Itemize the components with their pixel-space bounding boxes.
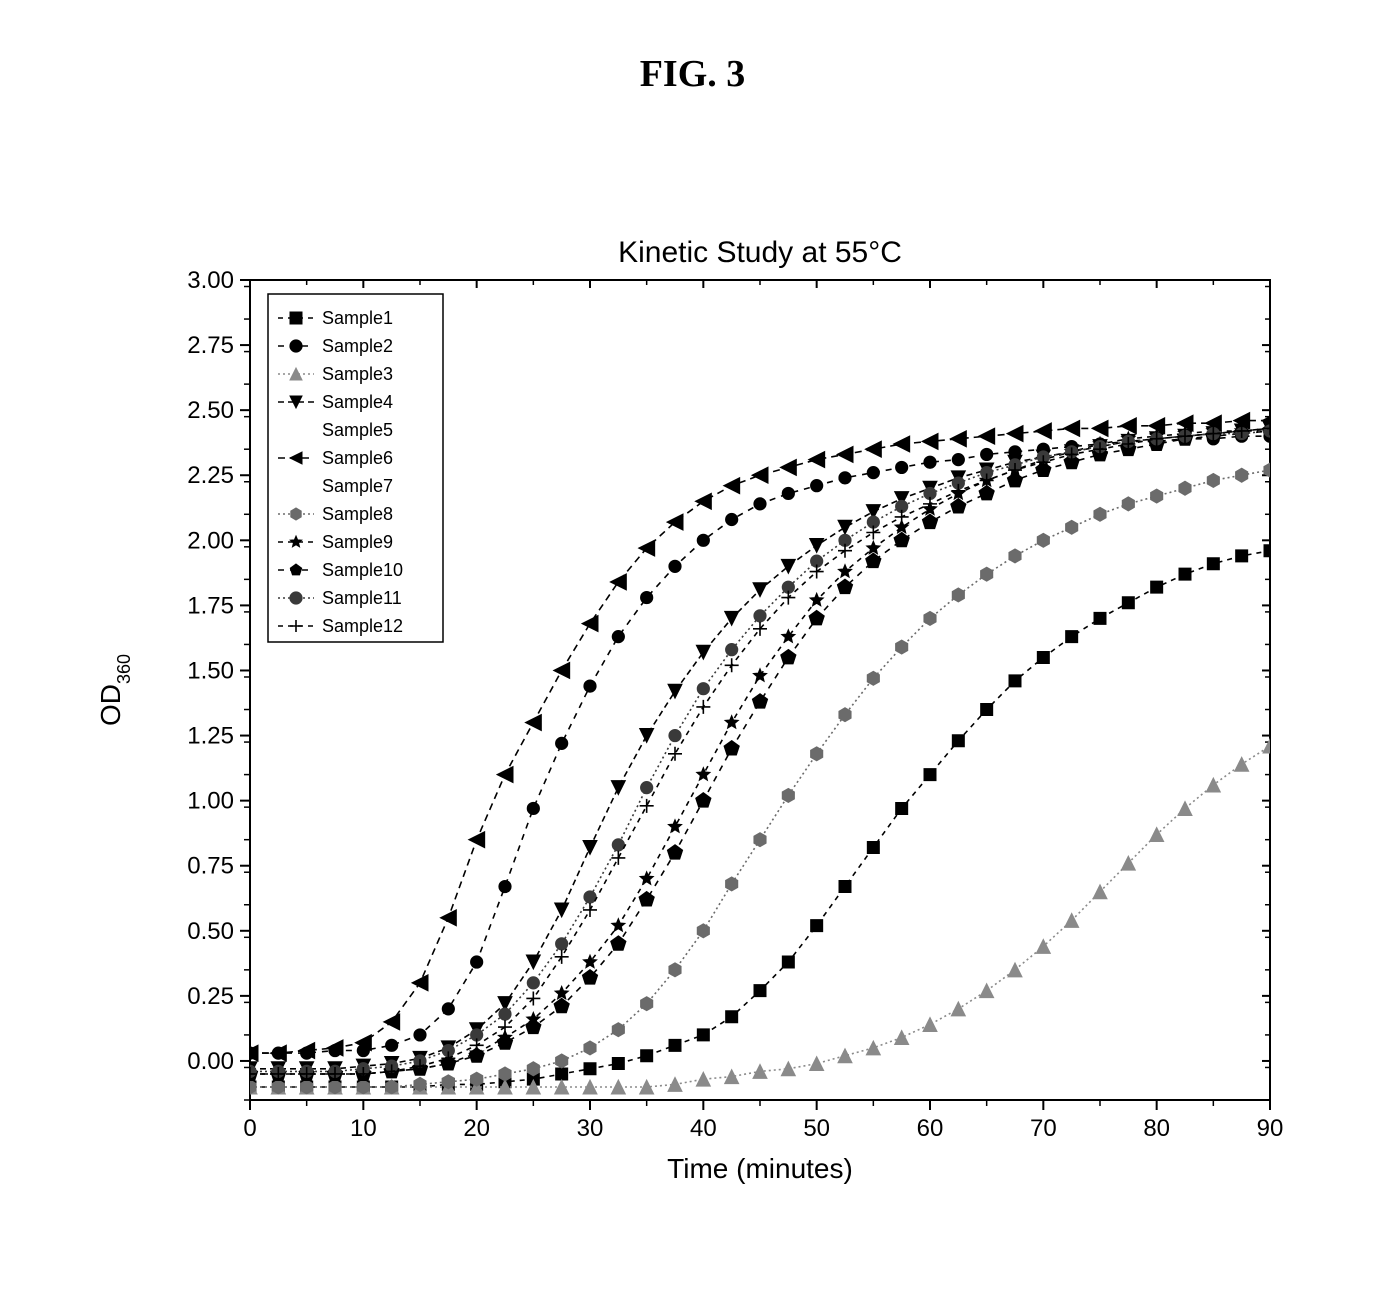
svg-text:3.00: 3.00: [187, 267, 234, 294]
svg-text:40: 40: [690, 1115, 717, 1142]
svg-text:80: 80: [1143, 1115, 1170, 1142]
svg-text:Time (minutes): Time (minutes): [667, 1153, 853, 1184]
svg-text:0: 0: [243, 1115, 256, 1142]
svg-text:Sample2: Sample2: [322, 336, 393, 356]
svg-text:10: 10: [350, 1115, 377, 1142]
svg-text:30: 30: [577, 1115, 604, 1142]
svg-text:70: 70: [1030, 1115, 1057, 1142]
svg-text:Sample8: Sample8: [322, 504, 393, 524]
svg-text:0.25: 0.25: [187, 983, 234, 1010]
svg-text:Sample12: Sample12: [322, 616, 403, 636]
svg-text:Sample9: Sample9: [322, 532, 393, 552]
svg-text:Sample1: Sample1: [322, 308, 393, 328]
svg-text:1.00: 1.00: [187, 788, 234, 815]
svg-text:Sample6: Sample6: [322, 448, 393, 468]
svg-text:1.50: 1.50: [187, 657, 234, 684]
svg-text:Sample4: Sample4: [322, 392, 393, 412]
svg-text:2.50: 2.50: [187, 397, 234, 424]
svg-text:1.25: 1.25: [187, 723, 234, 750]
svg-text:2.25: 2.25: [187, 462, 234, 489]
chart-svg: Kinetic Study at 55°C 0 10 20 30 40 50 60 70 80 90…: [80, 220, 1305, 1230]
svg-text:50: 50: [803, 1115, 830, 1142]
svg-text:2.00: 2.00: [187, 527, 234, 554]
svg-text:0.75: 0.75: [187, 853, 234, 880]
svg-text:0.50: 0.50: [187, 918, 234, 945]
svg-text:90: 90: [1257, 1115, 1284, 1142]
svg-text:Sample7: Sample7: [322, 476, 393, 496]
page-root: { "figure_caption": "FIG. 3", "chart": {…: [0, 0, 1385, 1299]
svg-text:OD360: OD360: [95, 654, 134, 726]
svg-text:Sample10: Sample10: [322, 560, 403, 580]
svg-text:2.75: 2.75: [187, 332, 234, 359]
legend: Sample1 Sample2 Sample3 Sample4 Sample5 Sampl…: [268, 294, 443, 642]
svg-text:20: 20: [463, 1115, 490, 1142]
svg-text:Kinetic Study at 55°C: Kinetic Study at 55°C: [618, 236, 902, 269]
chart-container: Kinetic Study at 55°C 0 10 20 30 40 50 60 70 80 90…: [80, 220, 1305, 1230]
figure-caption: FIG. 3: [0, 52, 1385, 96]
svg-text:60: 60: [917, 1115, 944, 1142]
svg-text:Sample5: Sample5: [322, 420, 393, 440]
svg-text:0.00: 0.00: [187, 1048, 234, 1075]
svg-text:Sample11: Sample11: [322, 588, 402, 608]
svg-text:Sample3: Sample3: [322, 364, 393, 384]
svg-text:1.75: 1.75: [187, 592, 234, 619]
